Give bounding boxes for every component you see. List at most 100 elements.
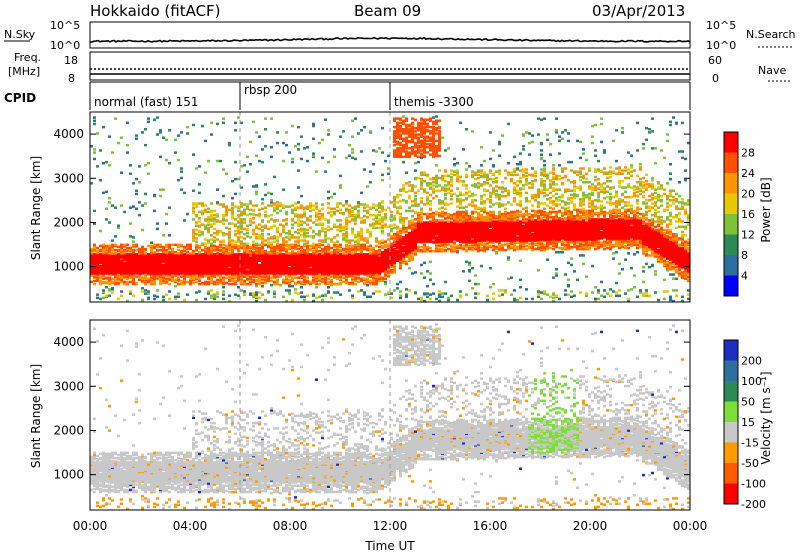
power-cell	[408, 253, 411, 256]
power-cell	[261, 293, 264, 296]
power-cell	[387, 206, 390, 209]
power-cell	[348, 239, 351, 242]
power-cell	[246, 213, 249, 217]
power-cell	[222, 246, 225, 250]
power-cell	[399, 137, 402, 141]
power-cell	[300, 291, 303, 294]
power-cell	[231, 279, 234, 283]
power-cell	[306, 294, 309, 297]
power-cell	[210, 219, 213, 222]
power-cell	[111, 280, 114, 284]
power-cell	[192, 281, 195, 285]
power-cell	[291, 208, 294, 212]
power-cell	[288, 245, 291, 249]
power-cell	[129, 290, 132, 293]
power-cell	[222, 194, 225, 198]
power-cell	[354, 157, 357, 161]
power-cell	[366, 274, 369, 277]
power-cell	[225, 205, 228, 208]
power-cell	[423, 173, 426, 177]
power-cell	[408, 181, 411, 184]
power-cell	[417, 155, 420, 159]
power-cell	[429, 119, 432, 123]
power-cell	[345, 200, 348, 203]
power-cell	[195, 167, 198, 170]
power-cell	[228, 299, 231, 303]
power-cell	[432, 211, 435, 215]
power-cell	[117, 141, 120, 145]
power-cell	[351, 209, 354, 213]
power-cell	[225, 211, 228, 215]
power-cell	[288, 266, 291, 270]
power-cell	[393, 125, 396, 129]
power-cell	[414, 130, 417, 133]
power-cell	[204, 210, 207, 214]
power-cell	[105, 218, 108, 221]
power-cell	[438, 144, 441, 148]
power-cell	[168, 267, 171, 271]
power-cell	[423, 243, 426, 247]
power-cell	[264, 298, 267, 302]
cpid-segment-3: themis -3300	[394, 95, 474, 109]
power-cell	[297, 224, 300, 227]
power-cell	[96, 249, 99, 253]
power-cell	[396, 201, 399, 204]
power-cell	[186, 293, 189, 296]
power-cell	[246, 242, 249, 246]
power-cell	[393, 200, 396, 203]
power-cell	[213, 295, 216, 299]
power-cell	[288, 205, 291, 208]
noise-panel: N.Sky 10^5 10^0 10^5 10^0 N.Search	[4, 20, 796, 52]
power-cell	[447, 147, 450, 150]
power-cell	[426, 191, 429, 195]
power-cell	[336, 234, 339, 237]
power-cell	[438, 247, 441, 251]
power-cell	[231, 275, 234, 278]
power-cell	[270, 192, 273, 196]
power-cell	[336, 228, 339, 232]
power-cell	[180, 176, 183, 180]
power-cell	[336, 243, 339, 247]
power-cell	[390, 219, 393, 222]
power-cell	[285, 275, 288, 278]
power-cell	[228, 245, 231, 249]
power-cell	[222, 216, 225, 219]
power-cell	[321, 243, 324, 247]
power-cell	[273, 175, 276, 179]
power-cell	[426, 270, 429, 273]
power-cell	[420, 183, 423, 186]
power-cell	[429, 177, 432, 181]
power-cell	[423, 212, 426, 216]
power-cell	[180, 131, 183, 134]
power-cell	[225, 172, 228, 176]
power-cell	[198, 276, 201, 279]
power-cell	[144, 276, 147, 279]
power-cell	[249, 218, 252, 221]
power-cell	[318, 249, 321, 253]
power-cell	[384, 225, 387, 229]
power-cell	[165, 251, 168, 254]
power-cell	[297, 148, 300, 151]
power-cell	[450, 238, 453, 241]
power-cell	[378, 290, 381, 293]
power-cell	[309, 202, 312, 205]
power-cell	[267, 290, 270, 293]
power-cell	[312, 249, 315, 253]
power-cell	[201, 281, 204, 285]
power-cell	[414, 194, 417, 198]
power-cell	[186, 125, 189, 129]
power-cell	[357, 276, 360, 279]
power-cell	[351, 231, 354, 235]
power-cell	[321, 212, 324, 216]
power-cell	[372, 213, 375, 217]
power-cell	[162, 256, 165, 259]
power-cell	[240, 225, 243, 229]
power-cell	[435, 115, 438, 118]
power-cell	[255, 192, 258, 196]
power-cell	[447, 247, 450, 251]
power-cell	[102, 248, 105, 252]
power-cell	[411, 226, 414, 230]
power-cell	[297, 219, 300, 222]
power-cell	[408, 196, 411, 200]
power-cell	[261, 219, 264, 222]
